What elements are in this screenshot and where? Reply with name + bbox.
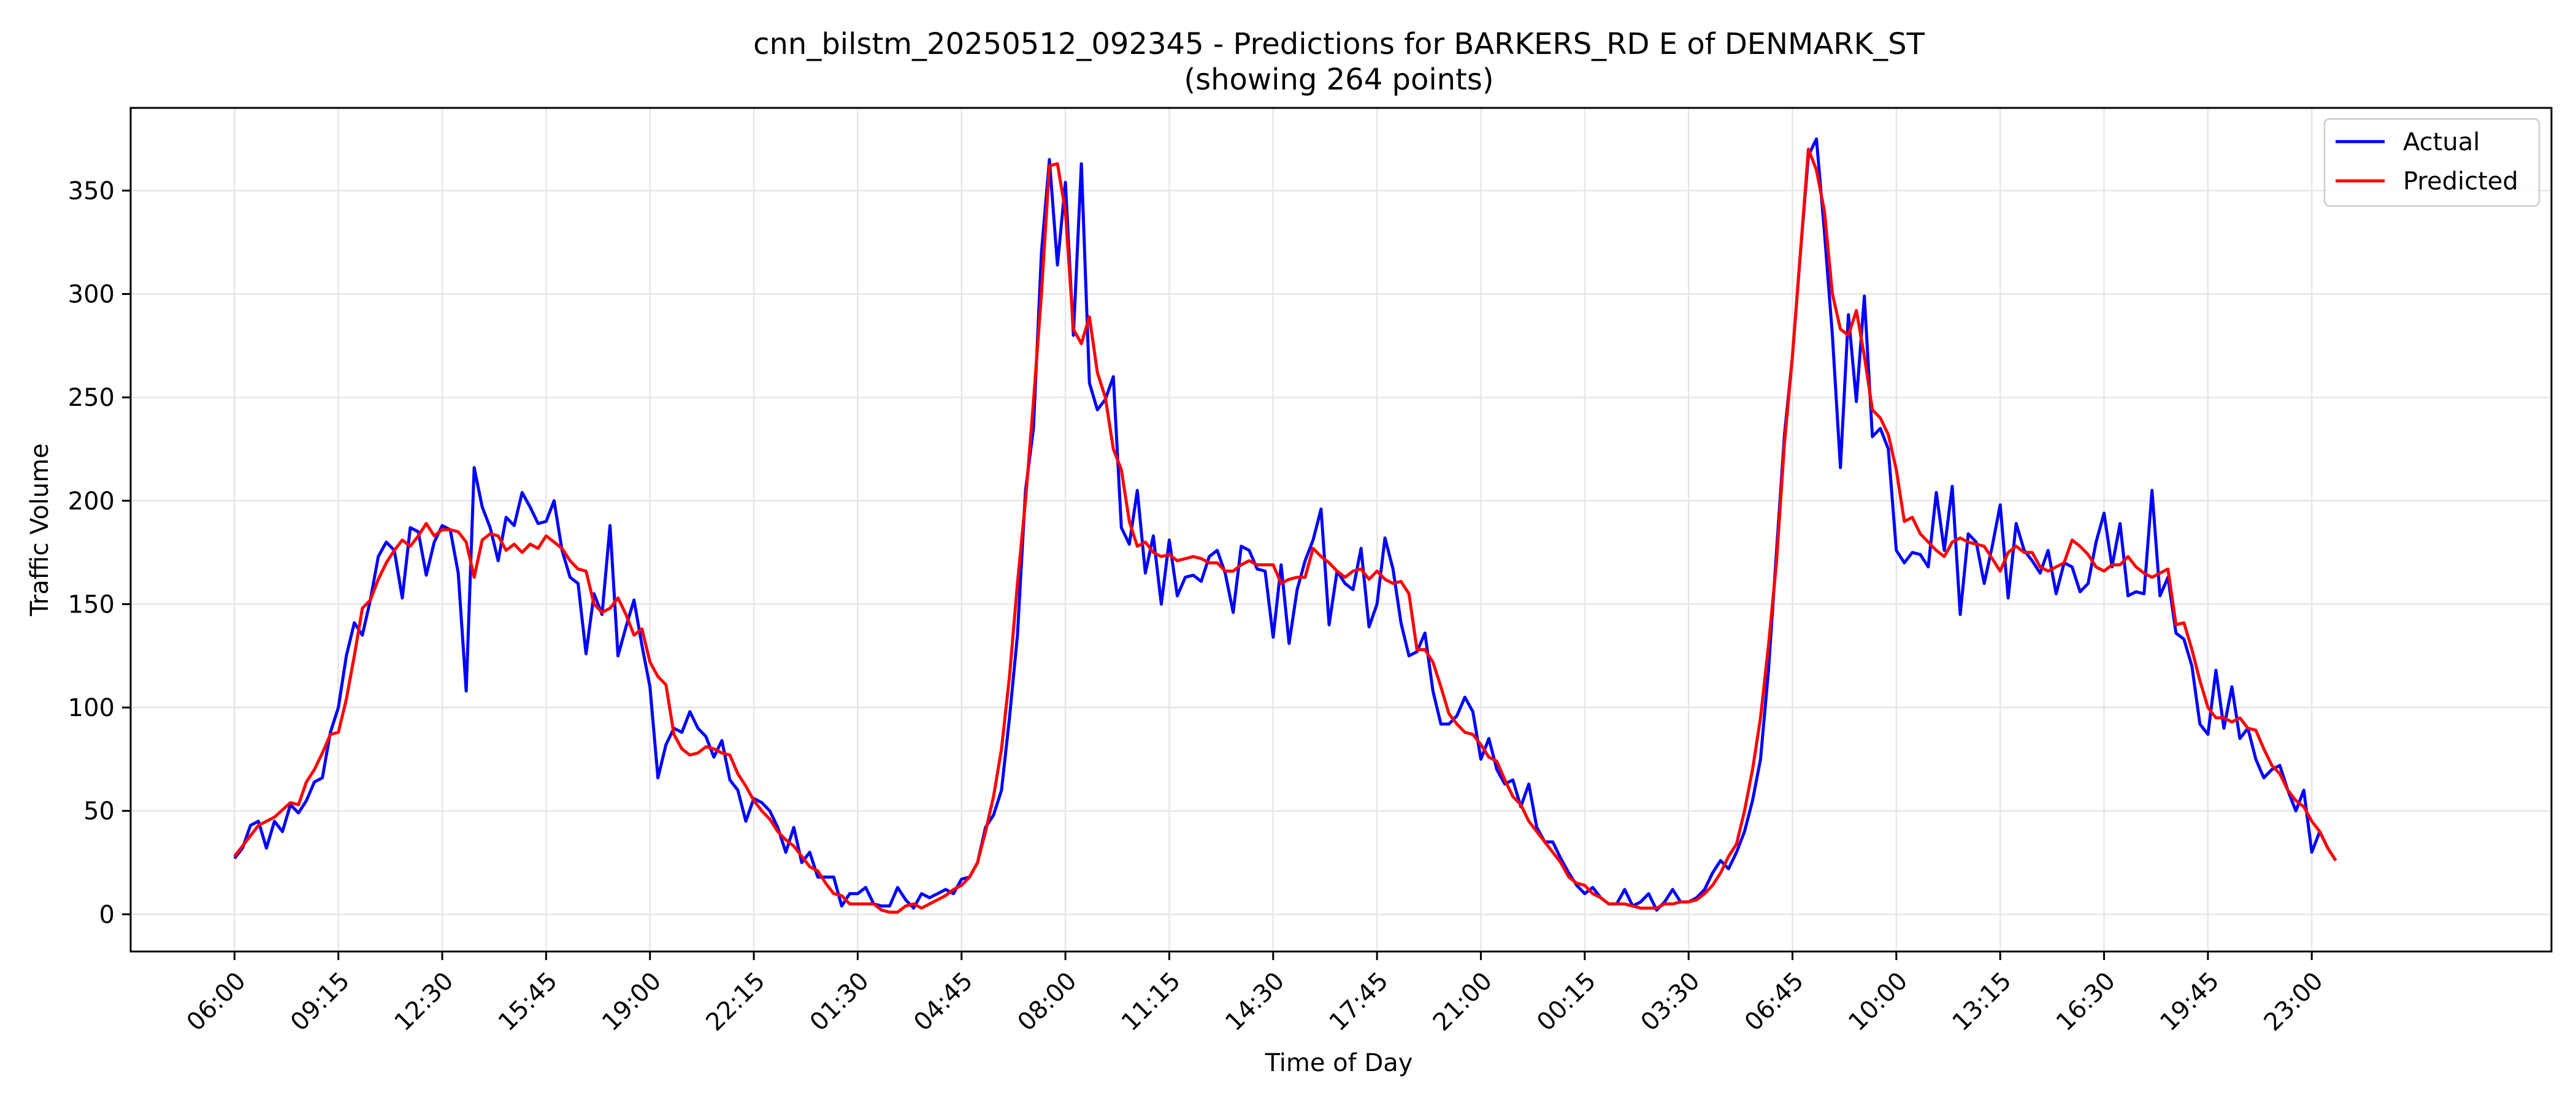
x-axis-label: Time of Day <box>1265 1049 1413 1077</box>
y-tick-label: 200 <box>68 487 115 516</box>
series-line-actual <box>233 137 2337 912</box>
y-tick-label: 150 <box>68 590 115 619</box>
y-tick-label: 0 <box>99 901 115 929</box>
y-tick-label: 350 <box>68 177 115 205</box>
y-tick-label: 300 <box>68 281 115 309</box>
chart-subtitle: (showing 264 points) <box>1184 63 1493 97</box>
legend-label-actual: Actual <box>2403 128 2480 156</box>
y-tick-label: 100 <box>68 694 115 722</box>
legend: Actual Predicted <box>2323 118 2540 207</box>
series-layer <box>233 137 2337 914</box>
plot-area-frame <box>129 107 2553 953</box>
chart-title: cnn_bilstm_20250512_092345 - Predictions… <box>753 27 1925 61</box>
y-axis-label: Traffic Volume <box>26 443 54 617</box>
grid-layer <box>131 108 2551 952</box>
legend-label-predicted: Predicted <box>2403 167 2518 196</box>
y-tick-label: 250 <box>68 384 115 412</box>
y-tick-label: 50 <box>83 798 115 826</box>
series-line-predicted <box>233 148 2337 914</box>
